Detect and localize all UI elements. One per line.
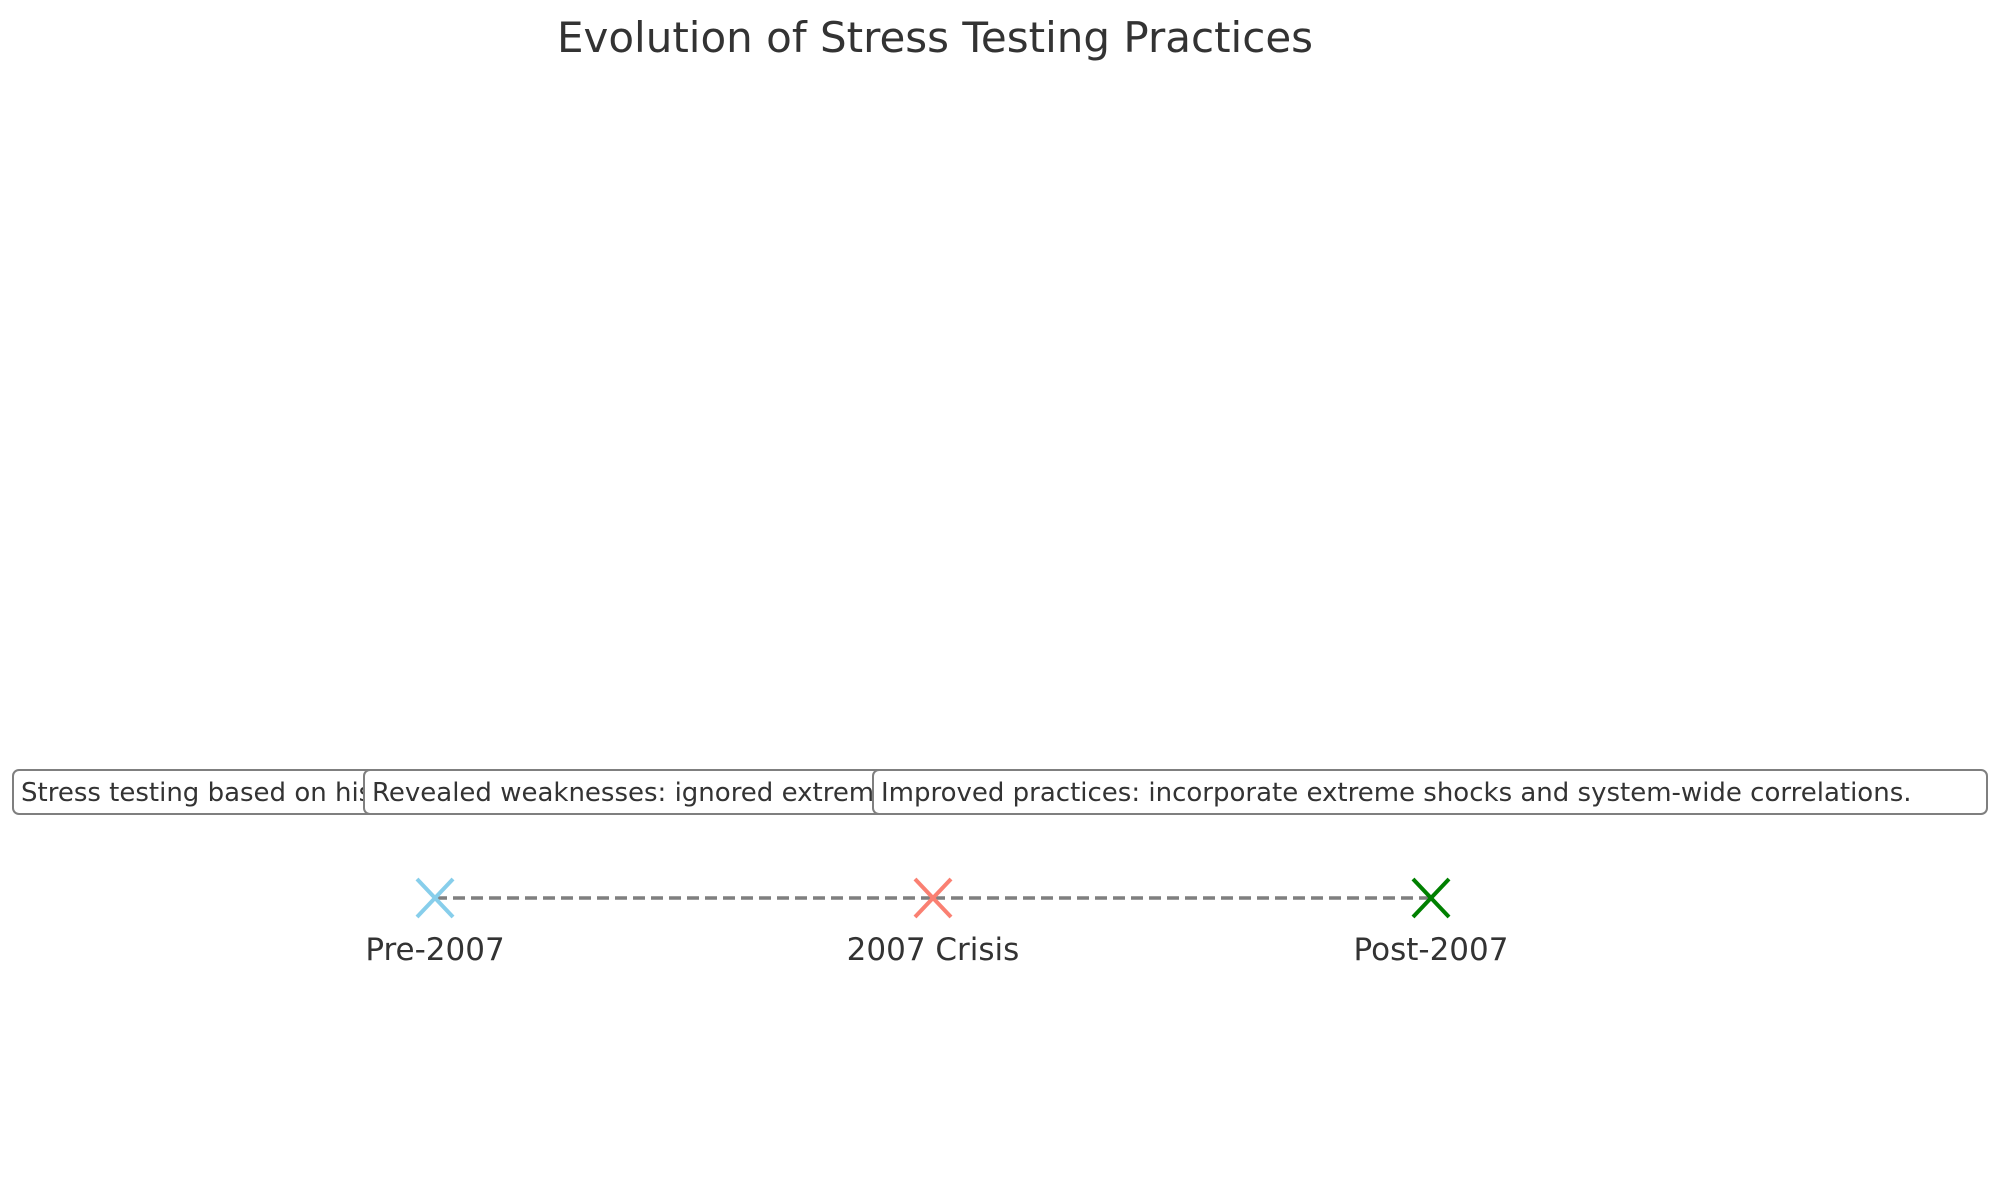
description-box-post-2007: Improved practices: incorporate extreme … [872, 769, 1988, 815]
chart-title: Evolution of Stress Testing Practices [557, 13, 1313, 62]
event-label-pre-2007: Pre-2007 [365, 932, 504, 968]
marker-post-2007 [1411, 877, 1451, 919]
marker-pre-2007 [415, 877, 455, 919]
description-2007-crisis: Revealed weaknesses: ignored extreme mar… [372, 778, 1095, 808]
event-label-2007-crisis: 2007 Crisis [847, 932, 1020, 968]
description-post-2007: Improved practices: incorporate extreme … [881, 778, 1912, 808]
description-pre-2007: Stress testing based on historical data;… [21, 778, 767, 808]
event-label-post-2007: Post-2007 [1354, 932, 1509, 968]
marker-2007-crisis [913, 877, 953, 919]
